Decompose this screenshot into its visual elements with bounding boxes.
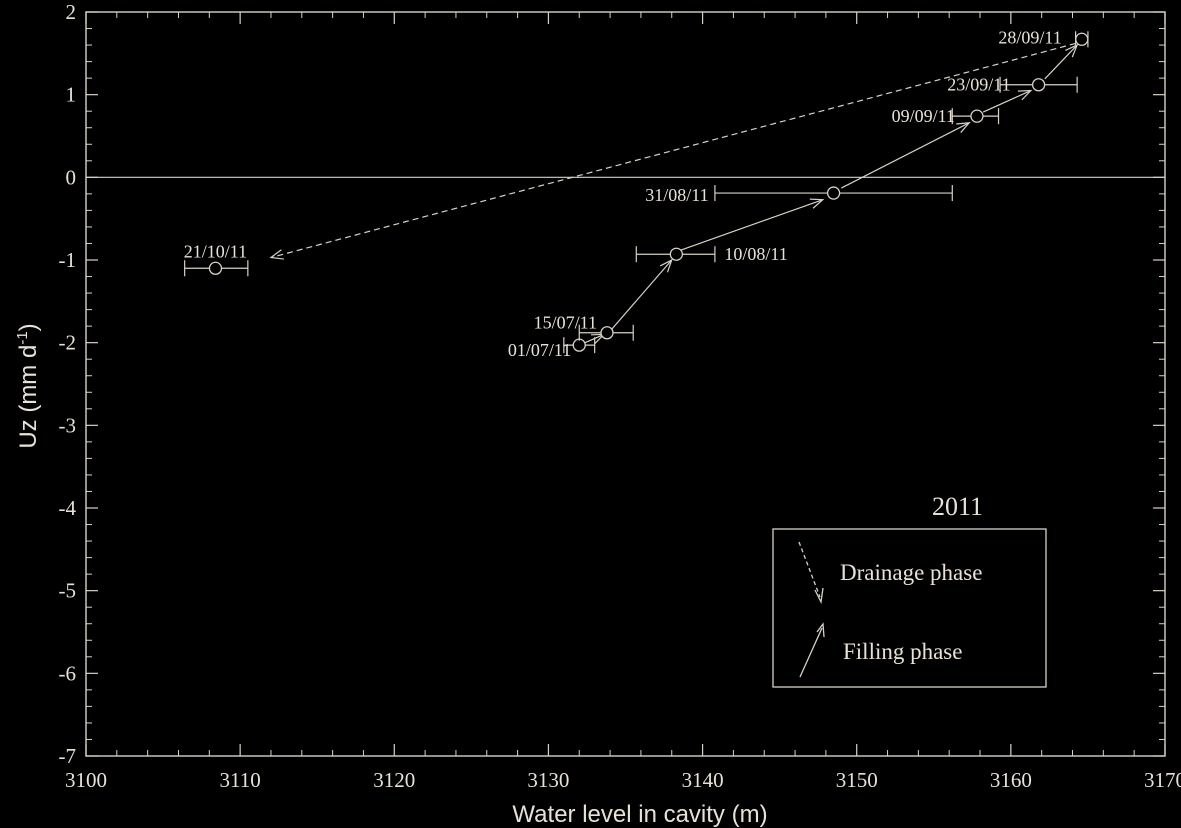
y-tick-label: -5	[59, 579, 77, 603]
filling-arrowhead	[1017, 89, 1033, 101]
filling-arrowhead	[956, 122, 971, 133]
x-tick-label: 3160	[990, 768, 1032, 792]
data-point-label: 23/09/11	[947, 75, 1010, 95]
legend-drainage-arrowhead	[814, 587, 824, 605]
y-tick-label: -2	[59, 331, 77, 355]
y-axis-title: Uz (mm d-1)	[14, 323, 42, 448]
x-tick-label: 3100	[65, 768, 107, 792]
legend-filling-label: Filling phase	[843, 639, 962, 664]
y-tick-label: -1	[59, 248, 77, 272]
x-tick-label: 3110	[220, 768, 261, 792]
y-axis-title-suffix: )	[15, 323, 42, 331]
filling-arrow-line	[609, 259, 673, 332]
y-tick-label: 1	[66, 83, 77, 107]
filling-arrow-line	[841, 122, 970, 189]
filling-arrowhead	[1065, 43, 1079, 58]
data-point-label: 31/08/11	[645, 185, 708, 205]
y-tick-label: -4	[59, 496, 77, 520]
legend: Drainage phase Filling phase	[772, 528, 1047, 688]
data-point	[572, 338, 586, 352]
data-point	[970, 109, 984, 123]
data-point-label: 15/07/11	[534, 313, 597, 333]
x-tick-label: 3130	[527, 768, 569, 792]
data-point	[1031, 78, 1046, 92]
x-tick-label: 3150	[836, 768, 878, 792]
filling-arrowhead	[809, 198, 825, 209]
data-point	[1075, 32, 1089, 46]
x-tick-label: 3170	[1144, 768, 1181, 792]
data-point	[669, 247, 684, 261]
y-axis-title-main: Uz (mm d	[15, 345, 42, 449]
x-tick-label: 3140	[682, 768, 724, 792]
y-tick-label: -7	[59, 744, 77, 768]
y-tick-label: 0	[66, 165, 77, 189]
data-point-label: 01/07/11	[508, 340, 571, 360]
legend-drainage-label: Drainage phase	[840, 560, 982, 585]
data-point	[208, 261, 223, 275]
legend-filling-arrowhead	[816, 622, 825, 638]
data-point	[600, 326, 614, 340]
filling-arrow-line	[982, 89, 1032, 113]
drainage-arrowhead	[269, 249, 284, 260]
data-point-label: 21/10/11	[184, 241, 247, 261]
y-axis-title-superscript: -1	[14, 331, 31, 344]
drainage-arrow-line	[270, 42, 1076, 259]
data-point-label: 09/09/11	[892, 106, 955, 126]
legend-filling-line	[799, 627, 823, 678]
data-point-label: 10/08/11	[724, 244, 787, 264]
data-point-label: 28/09/11	[998, 27, 1061, 47]
filling-arrow-line	[1044, 44, 1078, 80]
x-tick-label: 3120	[373, 768, 415, 792]
y-tick-label: 2	[66, 0, 77, 24]
legend-drainage-line	[798, 541, 821, 598]
plot-frame	[85, 11, 1166, 757]
filling-arrow-line	[680, 199, 824, 251]
data-point	[826, 186, 841, 200]
legend-box	[772, 528, 1047, 688]
y-tick-label: -3	[59, 413, 77, 437]
x-axis-title: Water level in cavity (m)	[512, 801, 767, 828]
year-label: 2011	[932, 492, 983, 521]
y-tick-label: -6	[59, 661, 77, 685]
filling-arrowhead	[659, 258, 673, 273]
